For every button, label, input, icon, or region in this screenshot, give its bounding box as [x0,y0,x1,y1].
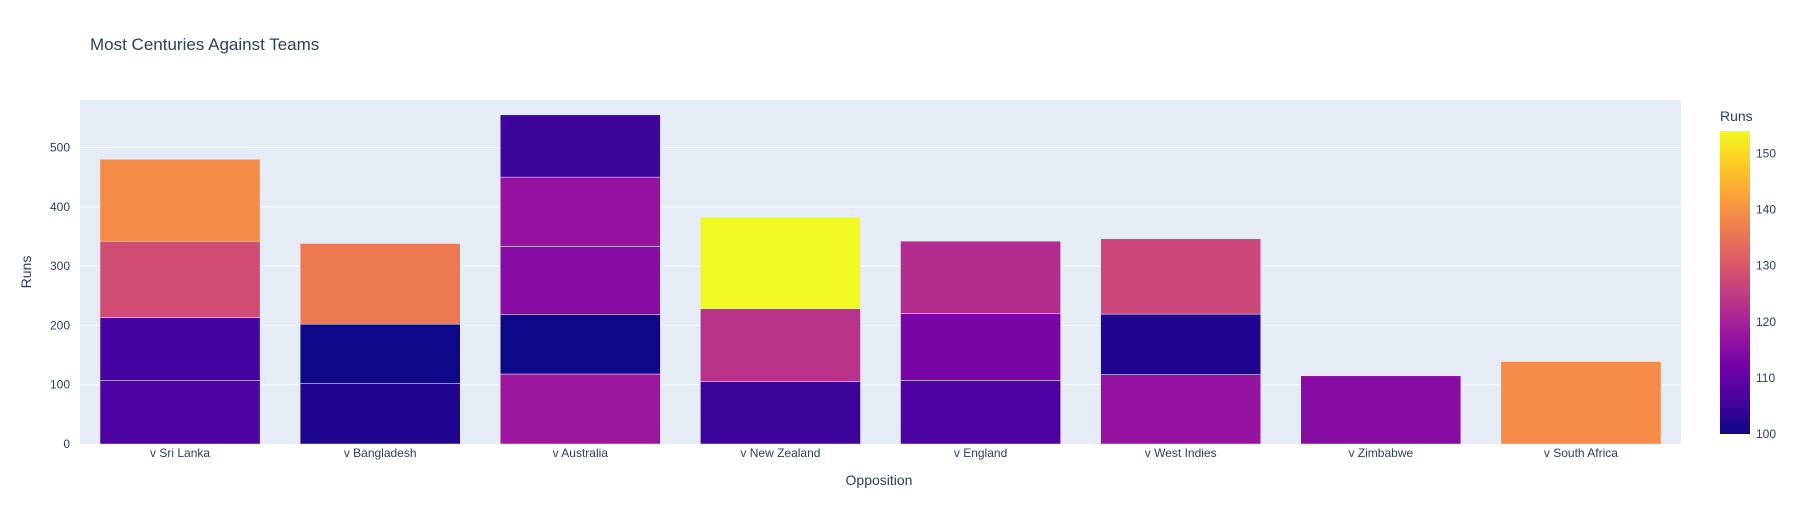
colorbar-tick-label: 120 [1756,315,1776,329]
colorbar-title: Runs [1720,108,1753,124]
bar-segment[interactable] [99,380,261,445]
bar-segment[interactable] [99,241,261,318]
y-tick-label: 100 [50,378,70,392]
colorbar-tick-label: 140 [1756,203,1776,217]
x-tick-label: v England [954,446,1007,460]
bar-segment[interactable] [1300,375,1462,445]
x-tick-label: v Australia [553,446,609,460]
colorbar-tick-label: 110 [1756,371,1775,385]
bar-segment[interactable] [900,380,1061,445]
bar-segment[interactable] [700,308,861,382]
bar-segment[interactable] [500,314,661,375]
bar-segment[interactable] [99,159,261,243]
bar-segment[interactable] [99,317,261,381]
x-tick-label: v South Africa [1544,446,1618,460]
bar-segment[interactable] [500,114,661,178]
colorbar-tick-label: 100 [1756,427,1776,441]
y-tick-label: 500 [50,140,70,154]
x-tick-label: v Bangladesh [344,446,417,460]
x-tick-label: v Zimbabwe [1348,446,1413,460]
bar-segment[interactable] [900,240,1061,314]
bar-segment[interactable] [700,217,861,310]
y-tick-label: 400 [50,200,70,214]
bar-segment[interactable] [500,246,661,315]
y-tick-label: 300 [50,259,70,273]
colorbar-tick-label: 130 [1756,259,1776,273]
bar-segment[interactable] [700,381,861,445]
y-tick-label: 0 [63,437,70,451]
bar-segment[interactable] [299,383,461,445]
x-tick-label: v West Indies [1145,446,1217,460]
x-axis-label: Opposition [846,472,913,488]
bar-segment[interactable] [1100,374,1261,445]
bar-segment[interactable] [1100,238,1261,315]
x-tick-label: v New Zealand [740,446,820,460]
x-tick-label: v Sri Lanka [150,446,210,460]
bar-segment[interactable] [500,373,661,445]
bar-segment[interactable] [1500,361,1662,445]
y-tick-label: 200 [50,318,70,332]
colorbar-tick-label: 150 [1756,146,1776,160]
colorbar [1720,131,1750,434]
bar-segment[interactable] [1100,313,1261,375]
bar-segment[interactable] [299,323,461,384]
bar-segment[interactable] [500,176,661,247]
bar-segment[interactable] [299,243,461,325]
bar-segment[interactable] [900,313,1061,381]
y-axis-label: Runs [18,256,34,289]
chart-title: Most Centuries Against Teams [90,35,319,54]
